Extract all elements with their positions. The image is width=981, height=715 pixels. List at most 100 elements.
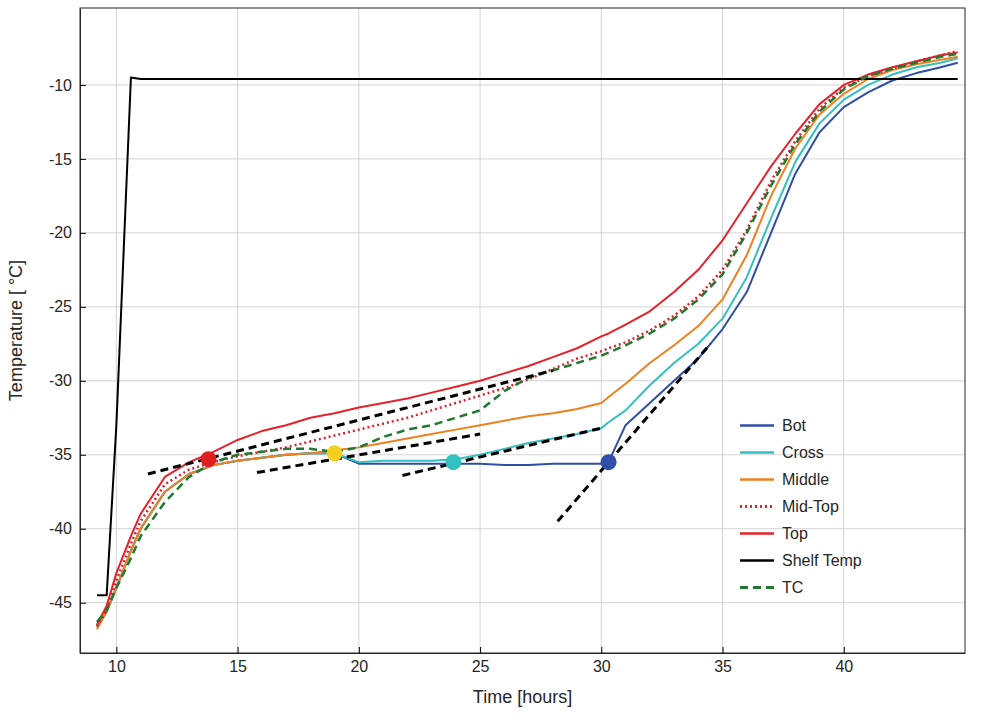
legend-label: Middle [782,471,829,488]
x-tick: 20 [350,647,368,675]
y-tick-mark [80,85,86,86]
y-tick-label: -15 [49,151,72,168]
plot: 10 15 20 25 30 35 40 -45 -40 -35 -30 -25 -20 -15 -10 Bo… [49,8,966,675]
legend-item: Middle [740,471,829,488]
grid-line-x [237,8,238,653]
fit-line [257,434,480,472]
legend-item: Top [740,525,808,542]
x-tick-label: 25 [472,658,490,675]
fit-line [558,344,711,522]
legend-label: Top [782,525,808,542]
x-axis-title: Time [hours] [473,687,572,707]
plot-frame [80,8,965,653]
x-tick-mark [359,647,360,653]
legend-label: Mid-Top [782,498,839,515]
grid-line-y [80,602,965,603]
x-tick: 40 [835,647,853,675]
series-line [97,52,958,625]
grid-line-y [80,158,965,159]
y-tick: -15 [49,151,86,168]
x-tick: 25 [472,647,490,675]
legend-item: Bot [740,417,807,434]
y-tick-mark [80,381,86,382]
grid [80,8,965,653]
legend-label: Bot [782,417,807,434]
legend-item: Mid-Top [740,498,839,515]
x-tick: 35 [714,647,732,675]
grid-line-y [80,84,965,85]
x-tick-label: 10 [108,658,126,675]
series-line [97,51,958,626]
series-line [97,78,958,596]
grid-line-y [80,232,965,233]
y-tick: -30 [49,372,86,389]
x-tick: 15 [229,647,247,675]
x-tick-label: 20 [350,658,368,675]
x-tick-mark [844,647,845,653]
y-tick-mark [80,159,86,160]
x-tick-mark [601,647,602,653]
x-tick: 30 [593,647,611,675]
y-tick-label: -35 [49,446,72,463]
x-tick-label: 30 [593,658,611,675]
x-tick-mark [238,647,239,653]
x-tick-label: 35 [714,658,732,675]
grid-line-y [80,528,965,529]
y-tick-label: -40 [49,520,72,537]
legend-label: Shelf Temp [782,552,862,569]
grid-line-x [480,8,481,653]
data-marks [97,51,958,629]
y-tick-mark [80,233,86,234]
legend-item: TC [740,579,803,596]
y-tick-label: -10 [49,77,72,94]
y-tick-label: -45 [49,594,72,611]
legend-swatch [740,559,774,562]
legend-item: Cross [740,444,824,461]
marker-point [327,445,343,461]
y-tick: -45 [49,594,86,611]
legend-label: TC [782,579,803,596]
grid-line-x [601,8,602,653]
series-line [97,58,958,628]
grid-line-y [80,306,965,307]
series-line [97,57,958,630]
legend-swatch [740,586,774,589]
series-line [97,63,958,625]
y-axis-title: Temperature [ °C] [6,260,26,401]
legend-label: Cross [782,444,824,461]
marker-point [201,451,217,467]
y-tick-label: -30 [49,372,72,389]
y-tick-mark [80,455,86,456]
x-tick-mark [723,647,724,653]
series-line [97,54,958,622]
y-axis-line [80,9,81,654]
x-tick-label: 15 [229,658,247,675]
y-tick-label: -25 [49,298,72,315]
legend: Bot Cross Middle Mid-Top Top Shelf Temp TC [740,417,862,596]
x-axis: 10 15 20 25 30 35 40 [81,647,966,675]
legend-swatch [740,424,774,427]
fit-line [148,370,553,474]
plot-background [80,8,965,653]
legend-swatch [740,451,774,454]
chart: 10 15 20 25 30 35 40 -45 -40 -35 -30 -25 -20 -15 -10 Bo… [0,0,981,715]
x-tick-mark [480,647,481,653]
legend-swatch [740,505,774,508]
marker-point [601,454,617,470]
x-tick: 10 [108,647,126,675]
y-axis: -45 -40 -35 -30 -25 -20 -15 -10 [49,9,86,654]
grid-line-x [358,8,359,653]
marker-point [445,454,461,470]
y-tick: -35 [49,446,86,463]
x-tick-mark [116,647,117,653]
y-tick-mark [80,307,86,308]
y-tick-label: -20 [49,224,72,241]
legend-swatch [740,532,774,535]
y-tick: -25 [49,298,86,315]
y-tick: -10 [49,77,86,94]
legend-item: Shelf Temp [740,552,862,569]
y-tick-mark [80,529,86,530]
y-tick-mark [80,603,86,604]
y-tick: -40 [49,520,86,537]
x-tick-label: 40 [835,658,853,675]
